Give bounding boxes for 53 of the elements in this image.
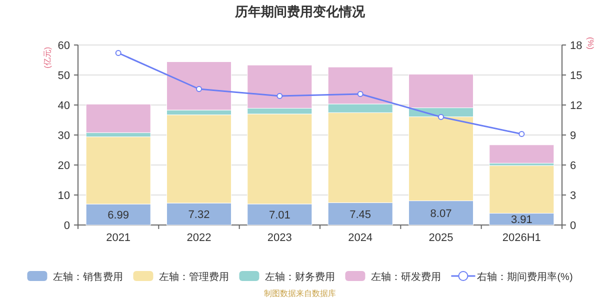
y-tick-label: 30 xyxy=(58,130,70,142)
bar xyxy=(328,66,393,104)
bar xyxy=(86,104,151,133)
y2-tick-label: 18 xyxy=(570,40,582,52)
x-tick-label: 2025 xyxy=(428,232,454,244)
legend-label: 右轴：期间费用率(%) xyxy=(477,271,573,283)
bar xyxy=(166,61,232,110)
bar xyxy=(489,144,554,164)
legend-label: 左轴：财务费用 xyxy=(265,271,336,283)
point xyxy=(357,91,364,97)
point xyxy=(438,114,444,120)
x-tick-label: 2021 xyxy=(106,232,131,244)
text: 制图数据来自数据库 xyxy=(264,289,336,298)
y-tick-label: 40 xyxy=(58,100,70,112)
data-label: 8.07 xyxy=(430,208,452,220)
y-tick-label: 10 xyxy=(58,190,70,202)
data-label: 3.91 xyxy=(510,214,532,226)
data-label: 7.01 xyxy=(268,209,290,222)
y-tick-label: 50 xyxy=(58,70,70,82)
y2-tick-label: 0 xyxy=(570,220,576,232)
y2-axis-title: (%) xyxy=(586,37,595,50)
y-axis-title: (亿元) xyxy=(43,46,52,68)
x-tick-label: 2022 xyxy=(186,232,212,244)
bar xyxy=(166,114,232,204)
x-tick-label: 2026H1 xyxy=(502,232,541,244)
y-tick-label: 60 xyxy=(58,40,70,52)
y2-tick-label: 12 xyxy=(570,100,582,112)
y2-tick-label: 6 xyxy=(570,160,576,172)
data-label: 7.45 xyxy=(350,208,372,221)
point xyxy=(196,86,202,92)
bar xyxy=(86,136,151,204)
bar xyxy=(489,165,554,214)
y-tick-label: 20 xyxy=(58,160,70,172)
legend-label: 左轴：研发费用 xyxy=(371,271,442,283)
y2-tick-label: 9 xyxy=(570,130,576,142)
x-tick-label: 2024 xyxy=(348,232,373,244)
y2-tick-label: 15 xyxy=(570,70,582,82)
point xyxy=(518,131,525,137)
y-tick-label: 0 xyxy=(64,220,70,232)
x-tick-label: 2023 xyxy=(267,232,292,244)
chart-title: 历年期间费用变化情况 xyxy=(234,4,366,19)
bar xyxy=(247,64,312,109)
legend-label: 左轴：管理费用 xyxy=(159,271,230,283)
bar xyxy=(247,114,312,204)
point xyxy=(115,50,122,56)
bar xyxy=(328,112,393,203)
legend-label: 左轴：销售费用 xyxy=(53,271,124,283)
y2-tick-label: 3 xyxy=(570,190,576,202)
data-label: 6.99 xyxy=(108,210,130,222)
point xyxy=(276,93,283,99)
data-label: 7.32 xyxy=(188,209,210,222)
bar xyxy=(408,74,474,108)
bar xyxy=(408,116,474,202)
